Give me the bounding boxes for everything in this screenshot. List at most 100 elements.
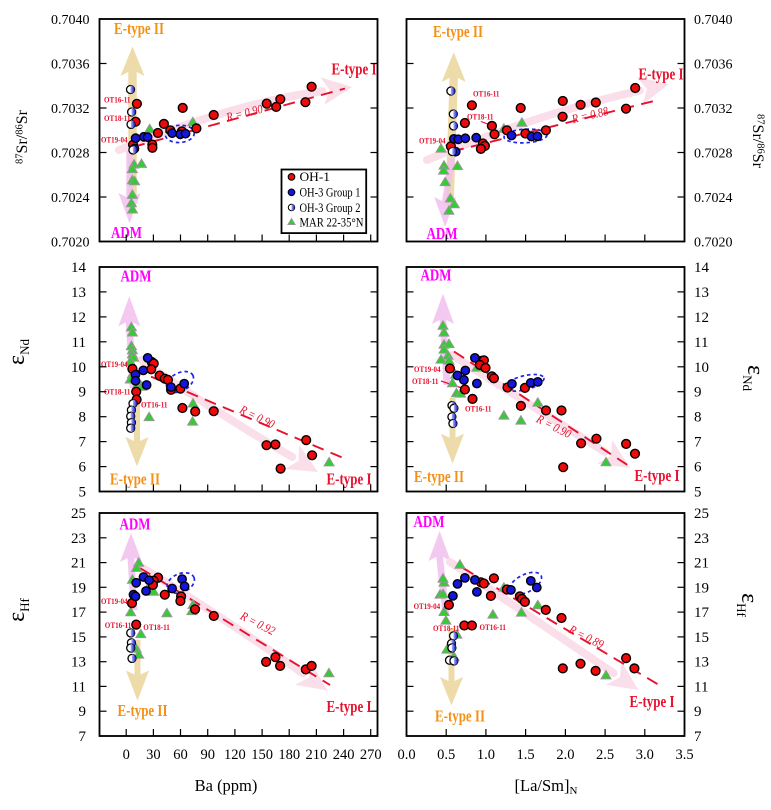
svg-text:15: 15 (694, 630, 709, 646)
svg-text:9: 9 (694, 704, 702, 720)
svg-text:0.5: 0.5 (437, 747, 455, 763)
svg-text:ADM: ADM (414, 512, 445, 531)
svg-text:ADM: ADM (427, 224, 458, 243)
svg-text:OH-1: OH-1 (300, 170, 331, 184)
svg-text:23: 23 (694, 531, 709, 547)
svg-text:2.5: 2.5 (596, 747, 614, 763)
svg-text:17: 17 (71, 605, 87, 621)
svg-text:OT19-04: OT19-04 (419, 137, 446, 146)
svg-text:12: 12 (71, 310, 86, 326)
svg-text:10: 10 (694, 360, 709, 376)
svg-text:E-type II: E-type II (118, 701, 168, 720)
svg-text:ADM: ADM (120, 515, 151, 534)
svg-text:180: 180 (278, 747, 300, 763)
svg-text:3.5: 3.5 (675, 747, 693, 763)
svg-text:2.0: 2.0 (556, 747, 574, 763)
svg-text:0.7024: 0.7024 (694, 191, 733, 206)
svg-text:OT18-11: OT18-11 (104, 114, 131, 123)
svg-text:[La/Sm]N: [La/Sm]N (515, 776, 578, 797)
svg-text:5: 5 (694, 485, 702, 501)
svg-text:11: 11 (694, 335, 708, 351)
svg-text:OT16-11: OT16-11 (104, 95, 131, 104)
svg-text:1.0: 1.0 (477, 747, 495, 763)
svg-text:0.7032: 0.7032 (694, 102, 733, 117)
svg-text:OH-3 Group 1: OH-3 Group 1 (300, 186, 361, 200)
svg-text:E-type II: E-type II (435, 707, 485, 726)
svg-text:0.7032: 0.7032 (51, 102, 90, 117)
svg-text:11: 11 (72, 335, 86, 351)
svg-text:0.7028: 0.7028 (694, 147, 733, 162)
svg-text:0.7024: 0.7024 (51, 191, 90, 206)
svg-text:1.5: 1.5 (517, 747, 535, 763)
svg-text:7: 7 (694, 435, 702, 451)
svg-text:ADM: ADM (421, 266, 452, 285)
svg-text:0.7020: 0.7020 (51, 236, 90, 251)
svg-text:19: 19 (694, 580, 709, 596)
svg-text:OT18-11: OT18-11 (412, 377, 439, 386)
svg-text:8: 8 (79, 410, 87, 426)
svg-text:11: 11 (72, 679, 86, 695)
svg-text:0.7020: 0.7020 (694, 236, 733, 251)
svg-text:13: 13 (71, 285, 86, 301)
svg-text:OT16-11: OT16-11 (141, 401, 168, 410)
svg-text:13: 13 (71, 655, 86, 671)
svg-text:E-type I: E-type I (332, 60, 377, 79)
svg-text:0.7036: 0.7036 (51, 58, 90, 73)
svg-text:6: 6 (79, 460, 87, 476)
svg-text:23: 23 (71, 531, 86, 547)
svg-text:OT18-11: OT18-11 (433, 624, 460, 633)
svg-text:12: 12 (694, 310, 709, 326)
svg-text:0.7040: 0.7040 (51, 13, 90, 28)
svg-text:5: 5 (79, 485, 87, 501)
svg-text:120: 120 (224, 747, 246, 763)
svg-text:13: 13 (694, 285, 709, 301)
svg-text:E-type I: E-type I (327, 697, 372, 716)
svg-text:25: 25 (71, 506, 86, 522)
svg-text:OT18-11: OT18-11 (467, 113, 494, 122)
svg-text:E-type II: E-type II (433, 22, 483, 41)
svg-text:87Sr/86Sr: 87Sr/86Sr (14, 109, 31, 164)
svg-text:E-type I: E-type I (327, 470, 372, 489)
svg-text:21: 21 (694, 556, 709, 572)
svg-text:14: 14 (694, 260, 710, 276)
svg-text:17: 17 (694, 605, 710, 621)
svg-text:87Sr/86Sr: 87Sr/86Sr (749, 114, 766, 169)
svg-text:OT16-11: OT16-11 (480, 623, 507, 632)
svg-text:0: 0 (123, 747, 130, 763)
svg-text:ADM: ADM (111, 223, 142, 242)
svg-text:3.0: 3.0 (636, 747, 654, 763)
svg-text:19: 19 (71, 580, 86, 596)
svg-text:10: 10 (71, 360, 86, 376)
svg-text:15: 15 (71, 630, 86, 646)
svg-text:21: 21 (71, 556, 86, 572)
svg-text:Ba (ppm): Ba (ppm) (195, 776, 258, 795)
svg-text:OT16-11: OT16-11 (465, 405, 492, 414)
svg-text:E-type I: E-type I (639, 65, 684, 84)
svg-text:270: 270 (360, 747, 382, 763)
svg-text:MAR 22-35°N: MAR 22-35°N (300, 216, 364, 230)
svg-text:7: 7 (79, 729, 87, 745)
svg-text:OT19-04: OT19-04 (414, 365, 441, 374)
svg-text:60: 60 (173, 747, 188, 763)
svg-text:OT19-04: OT19-04 (101, 597, 128, 606)
svg-text:0.7028: 0.7028 (51, 147, 90, 162)
svg-text:9: 9 (79, 385, 87, 401)
svg-text:OT19-04: OT19-04 (101, 360, 128, 369)
svg-text:OT19-04: OT19-04 (414, 602, 441, 611)
svg-text:11: 11 (694, 679, 708, 695)
svg-text:9: 9 (79, 704, 87, 720)
svg-text:OT16-11: OT16-11 (473, 90, 500, 99)
svg-text:OT19-04: OT19-04 (101, 136, 128, 145)
svg-text:OT18-11: OT18-11 (143, 623, 170, 632)
svg-text:30: 30 (146, 747, 161, 763)
svg-text:210: 210 (306, 747, 328, 763)
svg-text:240: 240 (333, 747, 355, 763)
svg-text:ADM: ADM (121, 267, 152, 286)
svg-text:E-type II: E-type II (414, 467, 464, 486)
svg-text:25: 25 (694, 506, 709, 522)
svg-text:9: 9 (694, 385, 702, 401)
svg-text:OT18-11: OT18-11 (104, 388, 131, 397)
svg-text:0.7036: 0.7036 (694, 58, 733, 73)
svg-text:14: 14 (71, 260, 87, 276)
svg-text:E-type II: E-type II (110, 470, 160, 489)
